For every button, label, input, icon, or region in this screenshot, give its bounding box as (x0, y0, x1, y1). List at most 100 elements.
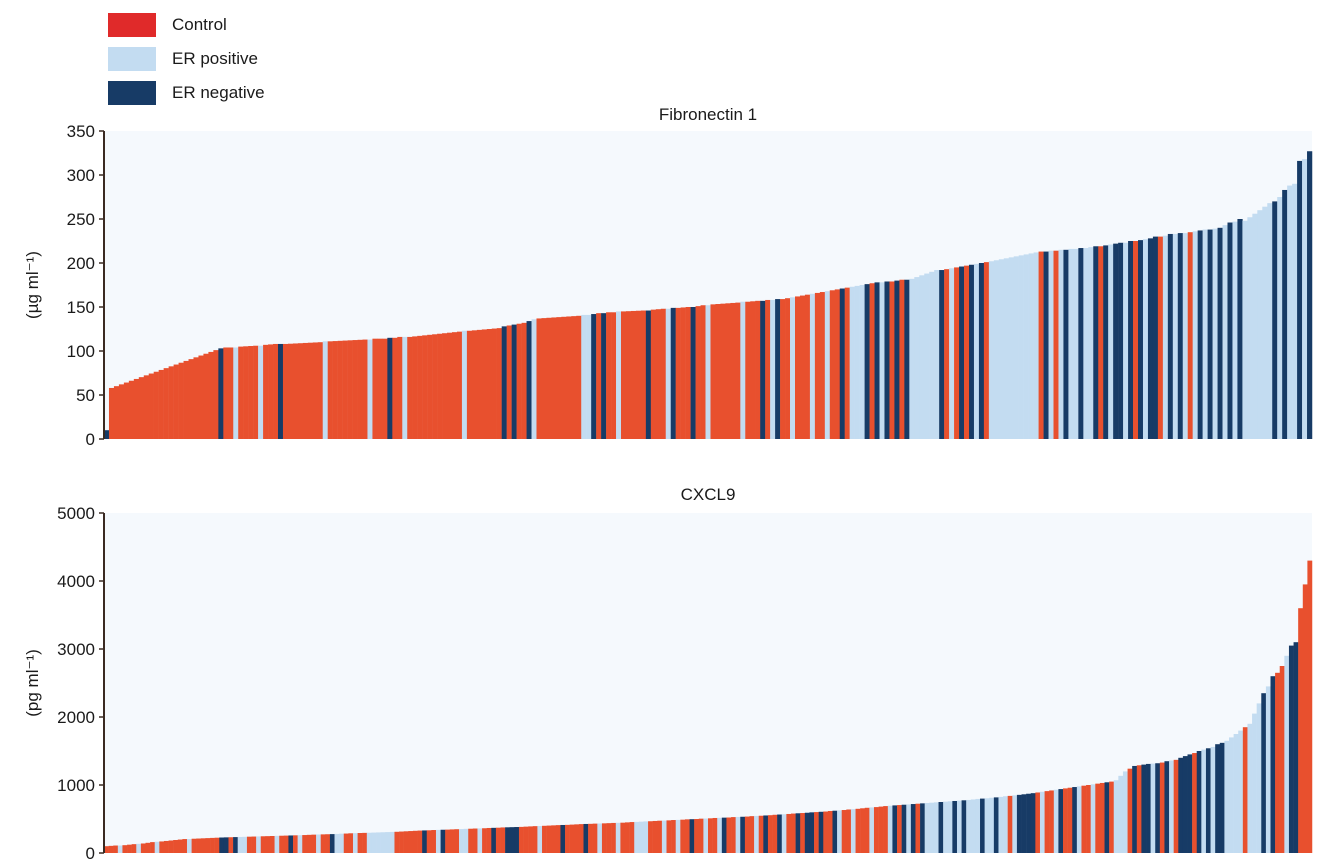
bar-control (108, 845, 114, 853)
bar-control (163, 840, 169, 853)
bar-er-negative (219, 837, 225, 853)
bar-er-positive (256, 836, 262, 853)
bar-control (122, 845, 128, 853)
bar-er-negative (1138, 240, 1144, 439)
bar-er-positive (581, 314, 587, 439)
bar-control (108, 387, 115, 439)
bar-er-positive (1256, 703, 1262, 853)
bar-control (720, 303, 726, 439)
bar-control (238, 346, 244, 439)
bar-er-negative (509, 827, 515, 853)
bar-er-negative (1063, 249, 1069, 439)
bar-er-positive (989, 797, 995, 853)
bar-er-positive (1150, 763, 1156, 853)
bar-control (889, 281, 895, 439)
bar-control (652, 820, 658, 853)
y-tick-label: 200 (67, 254, 95, 273)
bar-er-negative (440, 829, 446, 853)
bar-control (377, 338, 383, 439)
bar-er-positive (402, 336, 408, 439)
bar-control (123, 382, 130, 439)
bar-control (750, 301, 756, 439)
bar-control (873, 807, 879, 853)
bar-er-positive (1083, 248, 1089, 439)
bar-control (292, 343, 299, 439)
bar-er-negative (505, 827, 510, 853)
bar-er-negative (288, 835, 294, 853)
bar-er-negative (1147, 238, 1154, 439)
bar-er-positive (1238, 730, 1244, 853)
bar-control (1298, 608, 1304, 853)
bar-er-negative (1270, 676, 1276, 853)
bar-control (1044, 791, 1050, 853)
bar-control (758, 815, 764, 853)
bar-control (297, 343, 304, 439)
bar-er-negative (1155, 763, 1161, 853)
bar-control (630, 310, 637, 439)
legend-swatch-er-positive (108, 47, 156, 71)
bar-er-positive (1192, 231, 1198, 439)
bar-er-negative (1043, 251, 1049, 439)
bar-control (451, 332, 458, 439)
bar-control (671, 820, 676, 853)
bar-er-positive (1224, 740, 1230, 853)
bar-control (417, 830, 423, 853)
bar-control (158, 369, 164, 439)
bar-er-negative (721, 817, 727, 853)
bar-control (964, 265, 970, 439)
bar-control (408, 831, 414, 853)
bar-er-positive (389, 831, 395, 853)
bar-control (279, 835, 285, 853)
bar-er-positive (1210, 746, 1216, 853)
bar-er-positive (322, 341, 328, 439)
bar-control (495, 827, 501, 853)
bar-er-positive (435, 829, 441, 853)
y-tick-label: 0 (86, 430, 95, 449)
bar-er-positive (661, 820, 667, 853)
bar-control (412, 830, 418, 853)
bar-control (347, 340, 353, 439)
bar-control (372, 338, 378, 439)
bar-er-positive (933, 802, 939, 853)
bar-er-positive (1277, 197, 1283, 439)
bar-control (601, 823, 607, 853)
bar-control (471, 330, 478, 439)
bar-er-positive (1073, 248, 1079, 439)
bar-control (342, 340, 348, 439)
bar-er-positive (1048, 250, 1054, 439)
bar-control (1035, 792, 1041, 853)
bar-er-positive (297, 835, 303, 853)
bar-er-negative (104, 430, 110, 439)
bar-er-negative (1196, 751, 1202, 853)
legend-swatch-er-negative (108, 81, 156, 105)
bar-control (915, 803, 921, 853)
bar-control (445, 829, 451, 853)
bar-er-negative (329, 834, 335, 853)
bar-er-positive (597, 823, 603, 853)
bar-control (725, 303, 731, 439)
bar-control (542, 825, 547, 853)
bar-er-positive (376, 832, 381, 853)
bar-er-negative (1197, 230, 1203, 439)
bar-er-positive (934, 270, 940, 439)
bar-er-negative (894, 280, 900, 439)
bar-er-negative (690, 307, 696, 439)
bar-er-negative (491, 827, 497, 853)
bar-er-positive (380, 832, 386, 853)
bar-control (625, 311, 632, 439)
bar-control (357, 833, 363, 853)
bar-er-positive (1252, 713, 1257, 853)
bar-er-positive (186, 839, 192, 853)
bar-control (214, 837, 220, 853)
bar-control (317, 342, 323, 439)
bar-control (382, 338, 388, 439)
legend-label-er-negative: ER negative (172, 83, 265, 102)
bar-control (325, 834, 331, 853)
bar-control (260, 836, 266, 853)
bar-control (1095, 783, 1101, 853)
bar-er-negative (1187, 754, 1193, 853)
bar-control (407, 336, 413, 439)
bar-er-positive (914, 277, 920, 439)
bar-control (427, 334, 433, 439)
bar-control (138, 377, 145, 439)
